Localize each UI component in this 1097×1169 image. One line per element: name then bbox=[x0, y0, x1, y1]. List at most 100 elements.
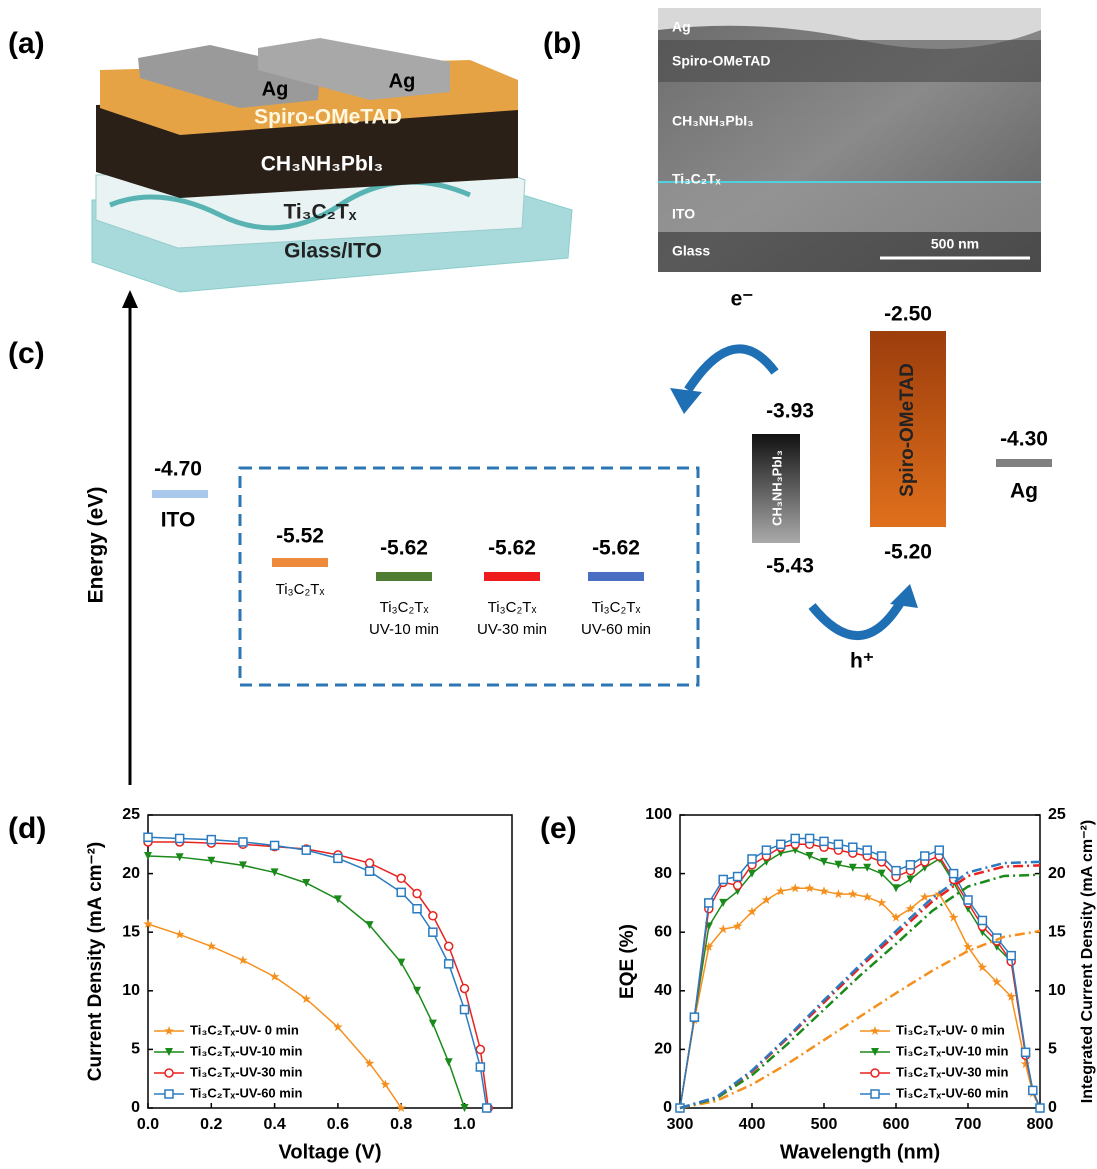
x-tick-label: 0.2 bbox=[200, 1116, 222, 1133]
hole-arrow bbox=[812, 600, 902, 636]
data-point bbox=[734, 881, 742, 889]
y2-tick-label: 5 bbox=[1048, 1041, 1057, 1058]
sem-image bbox=[658, 8, 1041, 272]
y-tick-label: 15 bbox=[122, 923, 140, 940]
x-tick-label: 0.0 bbox=[137, 1116, 159, 1133]
axis-label: Energy (eV) bbox=[85, 487, 108, 604]
mxene-level bbox=[484, 572, 540, 581]
data-point bbox=[1022, 1048, 1030, 1056]
y2-tick-label: 25 bbox=[1048, 806, 1066, 823]
level-name: Ti₃C₂Tₓ bbox=[592, 599, 641, 616]
level-value: -5.62 bbox=[380, 537, 428, 560]
data-point bbox=[334, 854, 342, 862]
data-point bbox=[397, 959, 405, 967]
data-point bbox=[239, 838, 247, 846]
legend-label: Ti₃C₂Tₓ-UV-10 min bbox=[896, 1043, 1008, 1058]
y-tick-label: 100 bbox=[645, 806, 672, 823]
data-point bbox=[921, 852, 929, 860]
data-point bbox=[777, 840, 785, 848]
data-point bbox=[366, 859, 374, 867]
carrier-label: h⁺ bbox=[850, 650, 874, 673]
data-point bbox=[791, 834, 799, 842]
level-treatment: UV-60 min bbox=[581, 621, 651, 638]
mxene-level bbox=[272, 558, 328, 567]
data-point bbox=[949, 913, 959, 922]
data-point bbox=[806, 852, 814, 860]
legend-label: Ti₃C₂Tₓ-UV-30 min bbox=[190, 1064, 302, 1079]
layer-label: Ag bbox=[262, 78, 289, 100]
data-point bbox=[806, 834, 814, 842]
data-point bbox=[1029, 1086, 1037, 1094]
panel-label: (a) bbox=[8, 27, 45, 60]
data-point bbox=[734, 873, 742, 881]
x-tick-label: 800 bbox=[1027, 1116, 1054, 1133]
data-point bbox=[461, 1006, 469, 1014]
legend-marker bbox=[165, 1069, 173, 1077]
mxene-level bbox=[376, 572, 432, 581]
layer-label: CH₃NH₃PbI₃ bbox=[261, 153, 383, 176]
y-tick-label: 40 bbox=[654, 982, 672, 999]
data-point bbox=[445, 960, 453, 968]
data-point bbox=[445, 1058, 453, 1066]
data-point bbox=[748, 855, 756, 863]
level-value: -4.70 bbox=[154, 458, 202, 481]
data-point bbox=[834, 840, 842, 848]
electron-arrow bbox=[688, 349, 775, 390]
data-point bbox=[461, 984, 469, 992]
data-point bbox=[935, 846, 943, 854]
data-point bbox=[397, 874, 405, 882]
data-point bbox=[950, 870, 958, 878]
data-point bbox=[906, 861, 914, 869]
layer-label: Spiro-OMeTAD bbox=[254, 106, 402, 129]
data-point bbox=[429, 1020, 437, 1028]
x-tick-label: 600 bbox=[883, 1116, 910, 1133]
y2-tick-label: 20 bbox=[1048, 865, 1066, 882]
arrowhead bbox=[890, 584, 918, 608]
figure: (a) Ag Ag Spiro-OMeTAD CH₃NH₃PbI₃ Ti₃C₂T… bbox=[0, 0, 1097, 1169]
layer-label: Ag bbox=[389, 70, 416, 92]
x-tick-label: 500 bbox=[811, 1116, 838, 1133]
sem-label: Ag bbox=[672, 19, 691, 35]
data-point bbox=[862, 892, 872, 901]
data-point bbox=[413, 987, 421, 995]
data-point bbox=[892, 884, 900, 892]
data-point bbox=[175, 930, 185, 939]
data-point bbox=[906, 875, 914, 883]
y-tick-label: 5 bbox=[131, 1041, 140, 1058]
level-treatment: UV-30 min bbox=[477, 621, 547, 638]
x-tick-label: 1.0 bbox=[453, 1116, 475, 1133]
legend-marker bbox=[870, 1026, 880, 1035]
level-value: -5.62 bbox=[592, 537, 640, 560]
level-value: -5.43 bbox=[766, 555, 814, 578]
panel-label: (b) bbox=[543, 27, 581, 60]
data-point bbox=[445, 942, 453, 950]
data-point bbox=[476, 1063, 484, 1071]
sem-label: CH₃NH₃PbI₃ bbox=[672, 113, 754, 129]
legend-marker bbox=[165, 1090, 173, 1098]
level-value: -4.30 bbox=[1000, 428, 1048, 451]
level-name: ITO bbox=[161, 509, 196, 532]
box-label: CH₃NH₃PbI₃ bbox=[769, 450, 784, 526]
y-tick-label: 20 bbox=[122, 865, 140, 882]
sem-label: Glass bbox=[672, 243, 710, 259]
layer-label: Ti₃C₂Tₓ bbox=[283, 201, 356, 224]
data-point bbox=[849, 843, 857, 851]
data-point bbox=[892, 867, 900, 875]
y-axis-label: EQE (%) bbox=[617, 924, 638, 999]
level-value: -3.93 bbox=[766, 400, 814, 423]
legend-label: Ti₃C₂Tₓ-UV-60 min bbox=[896, 1085, 1008, 1100]
data-point bbox=[413, 905, 421, 913]
data-point bbox=[705, 899, 713, 907]
level-name: Ag bbox=[1010, 480, 1038, 503]
level-name: Ti₃C₂Tₓ bbox=[488, 599, 537, 616]
data-point bbox=[878, 852, 886, 860]
y-tick-label: 10 bbox=[122, 982, 140, 999]
data-point bbox=[1036, 1104, 1044, 1112]
data-point bbox=[483, 1104, 491, 1112]
data-point bbox=[863, 846, 871, 854]
data-point bbox=[820, 837, 828, 845]
y2-tick-label: 0 bbox=[1048, 1099, 1057, 1116]
level-name: Ti₃C₂Tₓ bbox=[276, 581, 325, 598]
data-point bbox=[963, 942, 973, 951]
data-point bbox=[302, 846, 310, 854]
